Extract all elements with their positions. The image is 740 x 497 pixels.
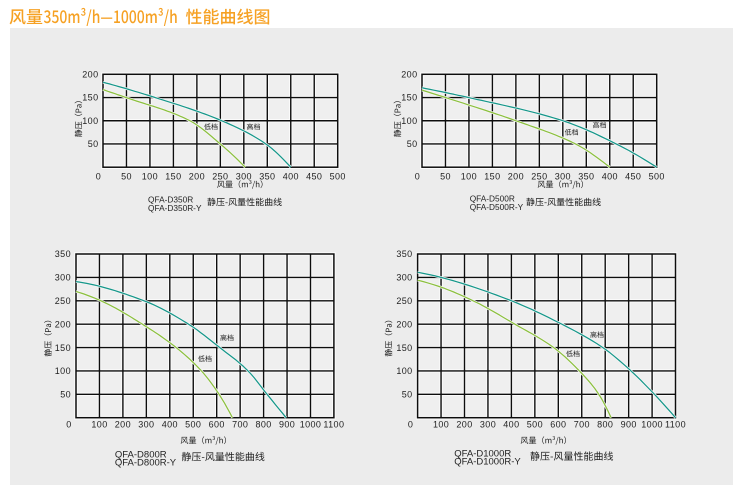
- svg-text:QFA-D1000R: QFA-D1000R: [454, 448, 511, 459]
- svg-text:350: 350: [396, 249, 412, 259]
- svg-text:QFA-D500R-Y: QFA-D500R-Y: [470, 202, 524, 212]
- svg-text:600: 600: [550, 420, 566, 430]
- svg-text:350: 350: [55, 249, 71, 259]
- svg-text:0: 0: [415, 172, 420, 182]
- svg-text:50: 50: [60, 390, 71, 400]
- svg-text:500: 500: [330, 172, 346, 182]
- svg-text:300: 300: [55, 273, 71, 283]
- svg-text:200: 200: [456, 420, 472, 430]
- svg-text:150: 150: [55, 343, 71, 353]
- svg-text:1000: 1000: [641, 420, 663, 430]
- svg-text:350: 350: [259, 172, 275, 182]
- svg-text:150: 150: [396, 343, 412, 353]
- svg-text:700: 700: [574, 420, 590, 430]
- svg-text:400: 400: [503, 420, 519, 430]
- svg-text:200: 200: [82, 70, 98, 80]
- svg-text:400: 400: [602, 172, 618, 182]
- svg-text:250: 250: [55, 296, 71, 306]
- svg-text:50: 50: [402, 390, 413, 400]
- svg-text:600: 600: [209, 420, 225, 430]
- svg-text:QFA-D1000R-Y: QFA-D1000R-Y: [454, 457, 521, 468]
- svg-text:300: 300: [396, 273, 412, 283]
- svg-text:QFA-D800R-Y: QFA-D800R-Y: [115, 458, 177, 469]
- svg-text:300: 300: [236, 172, 252, 182]
- svg-text:350: 350: [578, 172, 594, 182]
- svg-text:1000: 1000: [300, 420, 322, 430]
- svg-text:QFA-D350R-Y: QFA-D350R-Y: [148, 203, 202, 213]
- svg-text:400: 400: [162, 420, 178, 430]
- svg-text:250: 250: [396, 296, 412, 306]
- svg-text:300: 300: [480, 420, 496, 430]
- svg-text:200: 200: [401, 70, 417, 80]
- svg-text:150: 150: [82, 93, 98, 103]
- svg-text:250: 250: [212, 172, 228, 182]
- svg-text:400: 400: [283, 172, 299, 182]
- svg-text:250: 250: [531, 172, 547, 182]
- svg-text:50: 50: [88, 139, 99, 149]
- svg-text:QFA-D800R: QFA-D800R: [115, 449, 167, 460]
- svg-text:150: 150: [401, 93, 417, 103]
- svg-text:0: 0: [66, 420, 71, 430]
- svg-text:450: 450: [625, 172, 641, 182]
- svg-text:100: 100: [396, 366, 412, 376]
- svg-text:100: 100: [461, 172, 477, 182]
- svg-text:QFA-D500R: QFA-D500R: [470, 194, 515, 204]
- svg-text:150: 150: [484, 172, 500, 182]
- svg-text:50: 50: [121, 172, 132, 182]
- svg-text:900: 900: [621, 420, 637, 430]
- svg-text:100: 100: [433, 420, 449, 430]
- svg-text:1100: 1100: [323, 420, 344, 430]
- svg-text:1100: 1100: [665, 420, 686, 430]
- svg-text:100: 100: [142, 172, 158, 182]
- svg-text:700: 700: [232, 420, 248, 430]
- svg-text:450: 450: [306, 172, 322, 182]
- svg-text:800: 800: [597, 420, 613, 430]
- svg-text:500: 500: [185, 420, 201, 430]
- svg-text:50: 50: [440, 172, 451, 182]
- svg-text:0: 0: [96, 172, 101, 182]
- svg-text:QFA-D350R: QFA-D350R: [148, 194, 193, 204]
- svg-text:100: 100: [55, 366, 71, 376]
- svg-text:300: 300: [138, 420, 154, 430]
- svg-text:50: 50: [407, 139, 418, 149]
- svg-text:200: 200: [396, 319, 412, 329]
- svg-text:200: 200: [115, 420, 131, 430]
- svg-text:150: 150: [165, 172, 181, 182]
- svg-text:100: 100: [82, 116, 98, 126]
- svg-text:300: 300: [555, 172, 571, 182]
- svg-text:100: 100: [401, 116, 417, 126]
- svg-text:900: 900: [279, 420, 295, 430]
- svg-text:100: 100: [91, 420, 107, 430]
- svg-text:200: 200: [508, 172, 524, 182]
- svg-text:200: 200: [55, 319, 71, 329]
- svg-text:500: 500: [527, 420, 543, 430]
- svg-text:200: 200: [189, 172, 205, 182]
- svg-text:800: 800: [255, 420, 271, 430]
- svg-text:0: 0: [408, 420, 413, 430]
- svg-text:500: 500: [649, 172, 665, 182]
